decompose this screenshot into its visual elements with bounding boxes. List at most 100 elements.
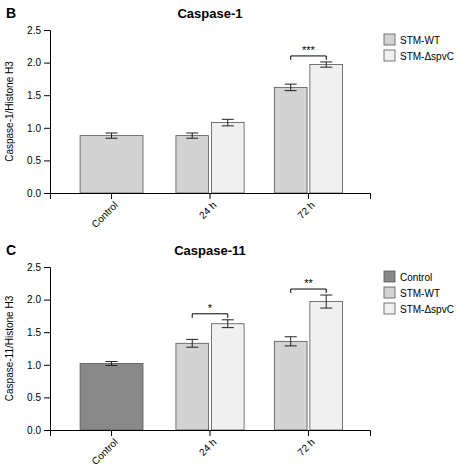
y-tick: 1.0	[27, 123, 50, 134]
y-tick: 2.5	[27, 262, 50, 273]
bar	[176, 136, 209, 193]
bar	[80, 136, 143, 193]
y-tick-label: 0.0	[27, 188, 41, 199]
y-tick-mark	[44, 95, 50, 96]
x-tick-label: 72 h	[295, 436, 317, 458]
y-axis: 0.00.51.01.52.02.5	[27, 262, 50, 436]
legend: ControlSTM-WTSTM-ΔspvC	[384, 271, 454, 315]
error-bar	[111, 362, 112, 366]
significance-label: **	[304, 277, 313, 289]
bar	[310, 302, 343, 430]
y-tick: 1.5	[27, 327, 50, 338]
y-tick-mark	[44, 160, 50, 161]
error-cap	[106, 133, 118, 134]
error-bar	[290, 337, 291, 346]
figure: 0.00.51.01.52.02.5Control24 h72 h***BCas…	[0, 0, 474, 474]
error-bar	[192, 339, 193, 347]
error-cap	[320, 308, 332, 309]
error-cap	[186, 138, 198, 139]
x-tick-mark	[210, 193, 211, 199]
y-tick-label: 2.0	[27, 294, 41, 305]
chart: 0.00.51.01.52.02.5Control24 h72 h***CCas…	[4, 242, 454, 467]
y-tick: 1.5	[27, 90, 50, 101]
x-tick-label: 24 h	[197, 199, 219, 221]
error-cap	[106, 361, 118, 362]
x-tick-label: 24 h	[197, 436, 219, 458]
y-tick-label: 1.0	[27, 360, 41, 371]
error-cap	[222, 327, 234, 328]
bar	[310, 65, 343, 193]
error-cap	[285, 336, 297, 337]
legend-item: STM-ΔspvC	[384, 50, 454, 62]
panel-label: B	[6, 5, 16, 21]
y-tick: 0.5	[27, 155, 50, 166]
bar	[211, 123, 244, 193]
error-bar	[227, 119, 228, 126]
error-bar	[227, 320, 228, 328]
legend-label: STM-ΔspvC	[400, 51, 454, 62]
error-cap	[285, 84, 297, 85]
error-cap	[222, 125, 234, 126]
error-bar	[326, 295, 327, 308]
x-axis-line	[51, 194, 371, 200]
x-tick: Control	[89, 430, 120, 467]
y-tick-label: 2.5	[27, 25, 41, 36]
x-tick-mark	[210, 430, 211, 436]
y-tick-label: 0.5	[27, 155, 41, 166]
legend: STM-WT STM-ΔspvC	[384, 34, 454, 62]
bars	[80, 62, 342, 193]
significance-bracket	[291, 56, 327, 60]
legend-label: STM-ΔspvC	[400, 304, 454, 315]
legend-item: STM-ΔspvC	[384, 303, 454, 315]
y-tick: 2.0	[27, 57, 50, 68]
y-axis-title: Caspase-1/Histone H3	[4, 61, 15, 162]
y-tick-label: 1.5	[27, 90, 41, 101]
x-tick-mark	[111, 193, 112, 199]
y-tick-label: 1.5	[27, 327, 41, 338]
bars	[80, 295, 342, 430]
y-tick: 2.5	[27, 25, 50, 36]
x-tick: 72 h	[295, 430, 317, 458]
panel-label: C	[6, 242, 16, 258]
y-tick-mark	[44, 267, 50, 268]
chart: 0.0 0.5 1.0 1.5 2.0 2.5 Control 24 h 72 h *** B Cas…	[4, 5, 454, 230]
error-cap	[320, 67, 332, 68]
y-tick: 0.0	[27, 188, 50, 199]
y-tick-mark	[44, 365, 50, 366]
error-bar	[192, 133, 193, 138]
bar	[211, 324, 244, 430]
legend-item: STM-WT	[384, 287, 440, 299]
chart-title: Caspase-11	[174, 243, 246, 258]
error-cap	[186, 347, 198, 348]
y-tick-mark	[44, 397, 50, 398]
x-tick-label: Control	[89, 436, 120, 467]
x-tick: Control	[89, 193, 120, 230]
error-cap	[106, 138, 118, 139]
legend-label: STM-WT	[400, 288, 440, 299]
y-axis: 0.0 0.5 1.0 1.5 2.0 2.5	[27, 25, 50, 199]
y-tick: 1.0	[27, 360, 50, 371]
error-cap	[222, 119, 234, 120]
legend-swatch	[384, 50, 395, 61]
legend-swatch	[384, 303, 395, 314]
y-tick-mark	[44, 30, 50, 31]
y-axis-line	[44, 268, 51, 431]
error-cap	[285, 345, 297, 346]
bar	[274, 341, 307, 430]
error-cap	[222, 319, 234, 320]
x-tick: 24 h	[197, 430, 219, 458]
x-tick-label: 72 h	[295, 199, 317, 221]
bar	[176, 343, 209, 430]
significance-label: *	[208, 302, 213, 314]
x-tick: 72 h	[295, 193, 317, 221]
x-tick-mark	[308, 430, 309, 436]
x-axis: Control 24 h 72 h	[51, 193, 371, 230]
y-tick: 2.0	[27, 294, 50, 305]
legend-item: STM-WT	[384, 34, 440, 46]
y-tick-label: 2.0	[27, 57, 41, 68]
x-tick-mark	[111, 430, 112, 436]
y-tick: 0.5	[27, 392, 50, 403]
significance-label: ***	[302, 44, 316, 56]
error-bar	[111, 133, 112, 138]
x-tick: 24 h	[197, 193, 219, 221]
